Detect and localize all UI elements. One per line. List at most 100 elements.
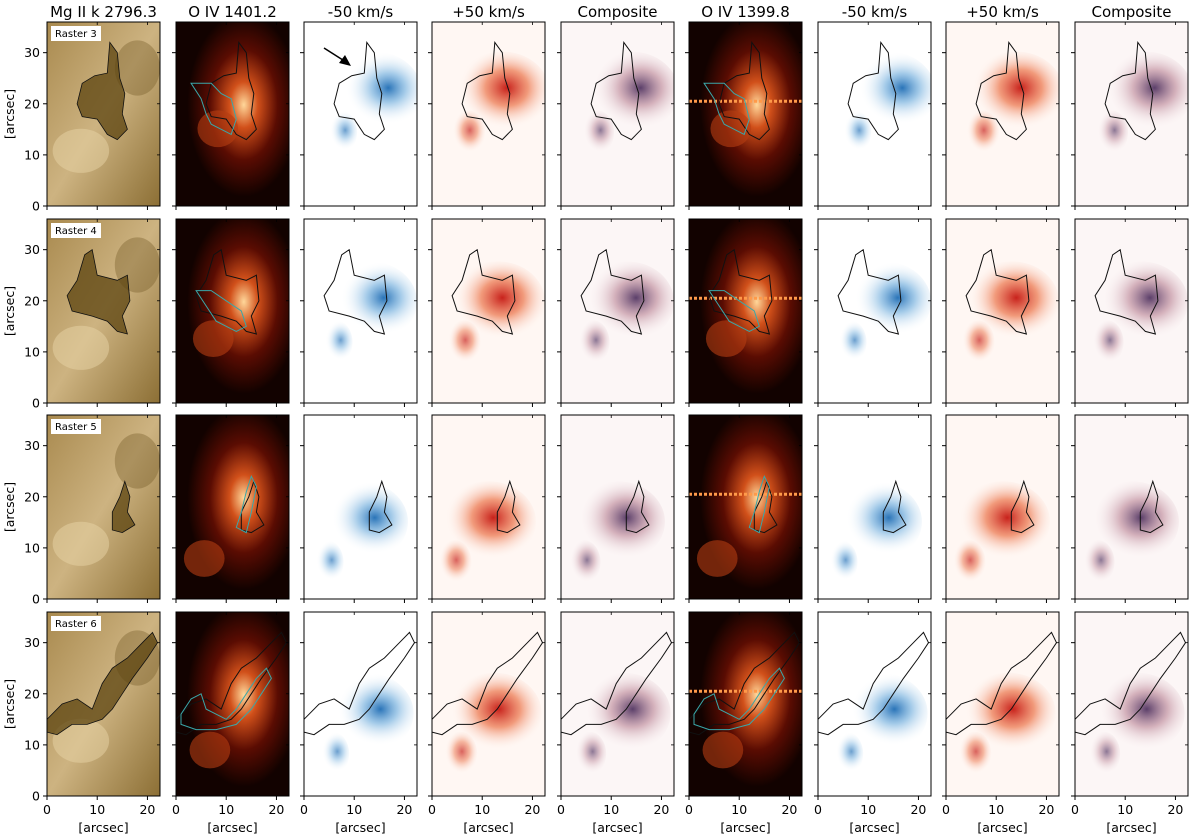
panel-frame [560,21,675,207]
x-tick-label: 0 [43,802,51,817]
panel-r3-c2 [172,21,290,210]
contour-cyan [195,290,247,332]
x-tick-label: 20 [1038,802,1054,817]
contour-black [304,631,416,736]
x-axis-label: [arcsec] [720,820,770,835]
panel-r4-c8 [942,218,1060,407]
y-tick-label: 30 [24,45,40,60]
y-tick-label: 20 [24,293,40,308]
column-title-6: O IV 1399.8 [701,3,790,21]
contour-black [708,248,773,335]
panel-frame [303,21,418,207]
y-tick-label: 0 [32,199,40,214]
panel-r6-c8 [942,611,1060,800]
panel-r5-c3 [300,414,418,603]
panel-frame [945,218,1060,404]
x-tick-label: 0 [942,802,950,817]
contour-black [368,479,393,534]
panel-r5-c5 [557,414,675,603]
column-title-2: O IV 1401.2 [188,3,277,21]
panel-frame [817,218,932,404]
y-tick-label: 20 [24,96,40,111]
panel-frame [175,21,290,207]
x-tick-label: 10 [474,802,490,817]
contour-cyan [703,82,750,136]
panel-frame [688,21,803,207]
panel-r4-c2 [172,218,290,407]
x-tick-label: 0 [300,802,308,817]
x-tick-label: 0 [172,802,180,817]
contour-black [1010,479,1035,534]
x-tick-label: 10 [346,802,362,817]
x-tick-label: 0 [428,802,436,817]
panel-r5-c4 [428,414,546,603]
x-tick-label: 0 [814,802,822,817]
panel-r5-c7 [814,414,932,603]
panel-r6-c4 [428,611,546,800]
contour-black [451,248,516,335]
contour-black [47,631,158,736]
y-tick-label: 20 [24,686,40,701]
contour-black [323,248,388,335]
contour-black [1139,479,1164,534]
x-tick-label: 20 [139,802,155,817]
panel-r4-c5 [557,218,675,407]
contour-black [333,41,385,141]
contour-cyan [190,82,237,136]
y-tick-label: 0 [32,592,40,607]
panel-r3-c3 [300,21,418,210]
panel-background [689,612,802,796]
panel-frame [945,414,1060,600]
contour-black [718,41,770,141]
contour-black [561,631,673,736]
y-axis-label: [arcsec] [2,89,17,139]
column-title-5: Composite [577,3,657,21]
contour-black [1075,631,1187,736]
panel-frame [560,414,675,600]
x-tick-label: 20 [268,802,284,817]
panel-r5-c8 [942,414,1060,603]
panel-frame [431,218,546,404]
y-tick-label: 0 [32,396,40,411]
contour-black [975,41,1027,141]
panel-r6-c9 [1071,611,1189,800]
panel-r4-c1: Raster 4 [43,218,161,407]
x-tick-label: 20 [524,802,540,817]
panel-frame [431,611,546,797]
y-tick-label: 10 [24,344,40,359]
panel-frame [303,218,418,404]
contour-cyan [693,667,785,731]
panel-frame [560,218,675,404]
panel-r5-c2 [172,414,290,603]
raster-tag-box [51,26,101,41]
panel-r6-c2 [172,611,290,800]
contour-black [176,631,288,736]
x-tick-label: 0 [557,802,565,817]
contour-black [965,248,1030,335]
y-tick-label: 30 [24,242,40,257]
panel-background [176,219,289,403]
contour-black [837,248,902,335]
panel-frame [688,414,803,600]
panel-background [176,612,289,796]
panel-frame [175,218,290,404]
contour-black [461,41,513,141]
contour-cyan [235,474,257,534]
panel-r6-c6 [685,611,803,800]
panel-background [689,219,802,403]
contour-black [496,479,521,534]
panel-r4-c6 [685,218,803,407]
panel-r4-c7 [814,218,932,407]
raster-tag: Raster 3 [55,29,97,40]
panel-r6-c5 [557,611,675,800]
raster-tag: Raster 6 [55,619,97,630]
x-axis-label: [arcsec] [592,820,642,835]
x-tick-label: 20 [781,802,797,817]
y-tick-label: 30 [24,438,40,453]
panel-r5-c9 [1071,414,1189,603]
panel-r3-c1: Raster 3 [43,21,161,210]
x-tick-label: 10 [860,802,876,817]
x-tick-label: 10 [89,802,105,817]
y-tick-label: 10 [24,147,40,162]
